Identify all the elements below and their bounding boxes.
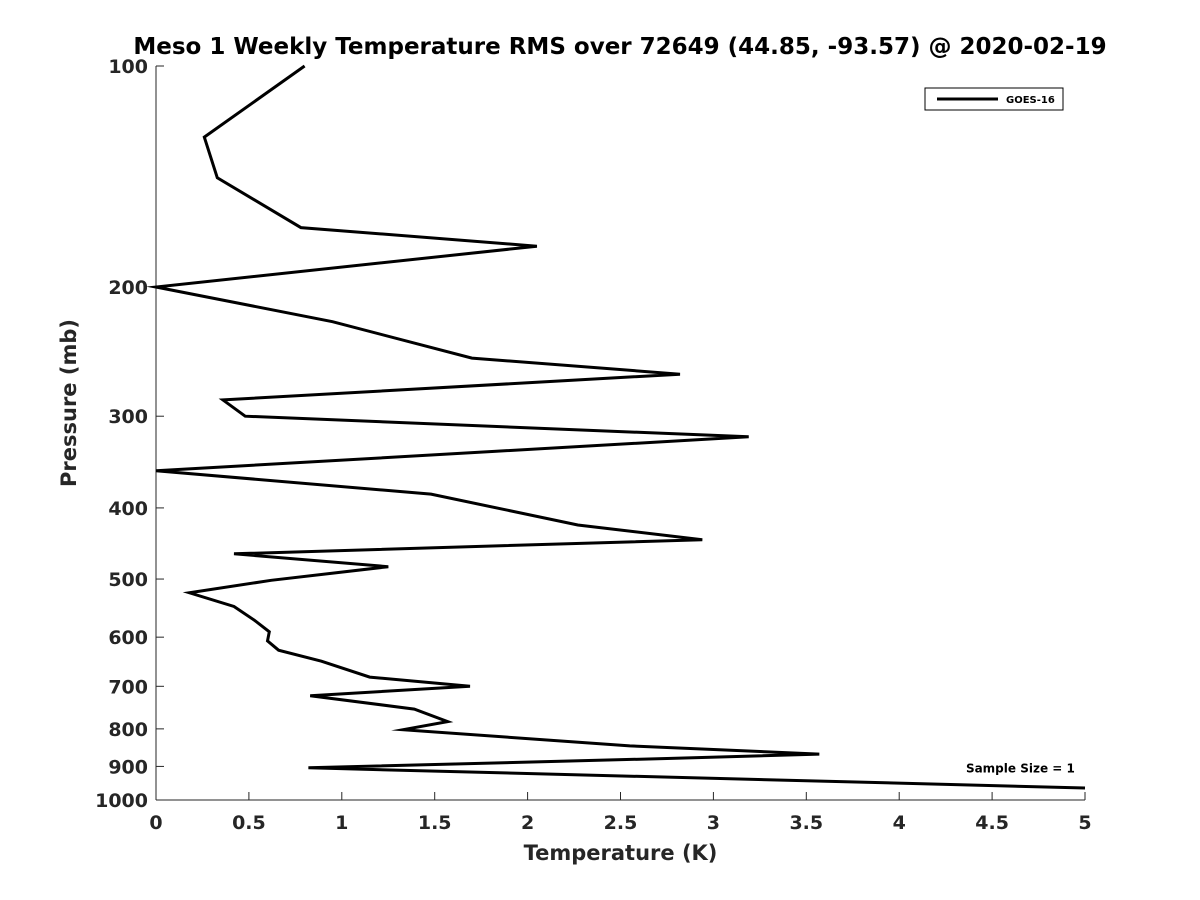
y-ticks: 100 200 300 400 500 600 700 800 900 1000 xyxy=(95,56,164,812)
x-axis-label: Temperature (K) xyxy=(524,841,718,865)
series-group xyxy=(145,64,1086,790)
plot-area: 0 0.5 1 1.5 2 2.5 3 3.5 4 4.5 5 100 200 300 400 500 600… xyxy=(95,56,1092,834)
y-tick-label: 800 xyxy=(108,719,148,741)
x-tick-label: 4 xyxy=(893,812,906,834)
y-tick-label: 500 xyxy=(108,569,148,591)
y-tick-label: 900 xyxy=(108,756,148,778)
x-tick-label: 5 xyxy=(1078,812,1091,834)
y-tick-label: 400 xyxy=(108,498,148,520)
x-tick-label: 2 xyxy=(521,812,534,834)
x-tick-label: 1.5 xyxy=(418,812,452,834)
x-tick-label: 0.5 xyxy=(232,812,266,834)
sample-size-annotation: Sample Size = 1 xyxy=(966,761,1075,775)
y-tick-label: 200 xyxy=(108,277,148,299)
y-tick-label: 1000 xyxy=(95,790,148,812)
x-ticks: 0 0.5 1 1.5 2 2.5 3 3.5 4 4.5 5 xyxy=(149,792,1092,834)
y-tick-label: 300 xyxy=(108,406,148,428)
x-tick-label: 1 xyxy=(335,812,348,834)
x-tick-label: 3 xyxy=(707,812,720,834)
y-axis-label: Pressure (mb) xyxy=(57,319,81,487)
legend: GOES-16 xyxy=(924,87,1064,111)
x-tick-label: 3.5 xyxy=(789,812,823,834)
legend-label-goes16: GOES-16 xyxy=(1006,95,1055,106)
x-tick-label: 4.5 xyxy=(975,812,1009,834)
series-line-0 xyxy=(145,64,1086,790)
x-tick-label: 0 xyxy=(149,812,162,834)
chart-title: Meso 1 Weekly Temperature RMS over 72649… xyxy=(133,34,1106,60)
y-tick-label: 100 xyxy=(108,56,148,78)
x-tick-label: 2.5 xyxy=(604,812,638,834)
y-tick-label: 700 xyxy=(108,676,148,698)
y-tick-label: 600 xyxy=(108,627,148,649)
